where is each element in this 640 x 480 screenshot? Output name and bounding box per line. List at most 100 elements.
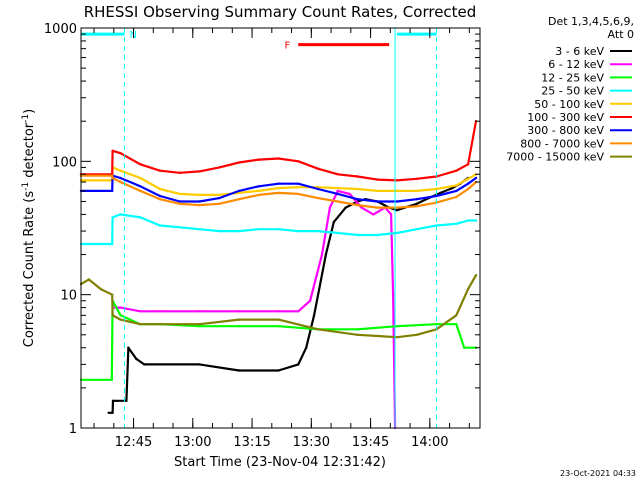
series-2-point-11 [395,325,399,328]
series-8-point-2 [99,287,103,291]
series-0-point-2 [111,399,115,402]
series-2-point-7 [237,325,241,328]
series-0-point-11 [297,363,300,366]
series-5-point-20 [455,169,458,172]
series-5-point-3 [119,152,122,155]
series-2-point-6 [198,325,201,328]
y-axis-label-sup2: -1 [21,114,31,123]
series-0-point-10 [277,369,280,372]
y-tick-label-1: 10 [60,289,77,304]
series-1-point-4 [198,310,201,313]
series-0-point-6 [143,363,146,366]
series-8-point-7 [158,323,162,326]
series-7-point-11 [277,191,280,195]
x-axis-label: Start Time (23-Nov-04 12:31:42) [174,455,386,470]
series-6-point-16 [376,200,379,203]
legend-label-1: 6 - 12 keV [548,58,604,71]
series-2-point-12 [435,323,438,326]
x-tick-label-3: 13:30 [293,435,330,450]
series-1-point-5 [237,310,241,313]
series-7-point-10 [257,193,260,197]
series-5-point-8 [218,166,221,169]
series-6-point-6 [178,200,181,203]
series-3-point-21 [466,219,470,222]
series-7-point-13 [316,196,320,200]
series-1-point-7 [297,310,300,313]
y-tick-label-3: 1000 [44,22,77,37]
legend-label-4: 50 - 100 keV [534,98,604,111]
series-4-point-12 [297,186,300,189]
series-5-point-11 [277,157,280,160]
series-4-point-8 [218,193,221,197]
series-7-point-3 [119,180,122,184]
series-5-point-18 [415,177,418,180]
y-axis-label: Corrected Count Rate (s-1 detector-1) [21,109,37,347]
series-7-point-12 [297,192,300,196]
series-6-point-5 [158,194,162,198]
series-7-point-6 [178,202,181,205]
legend-header-line2: Att 0 [608,28,634,41]
series-4-point-6 [178,192,181,196]
series-0-point-14 [324,253,328,256]
series-5-point-16 [376,178,379,181]
series-5-point-10 [257,158,260,161]
series-5-point-6 [178,171,181,174]
series-1-point-17 [391,293,395,296]
series-7-point-21 [466,187,470,191]
series-7-point-20 [455,195,458,199]
series-7-point-15 [356,203,359,207]
series-0-point-4 [127,346,130,349]
series-3-point-7 [198,228,201,231]
series-7-point-5 [158,198,162,201]
series-6-point-14 [336,192,339,196]
x-tick-label-0: 12:45 [115,435,152,450]
series-4-point-14 [336,186,339,190]
x-tick-label-5: 14:00 [411,435,448,450]
series-4-point-3 [119,169,122,172]
series-7-point-14 [336,200,339,203]
series-6-point-18 [415,198,418,201]
series-3-point-12 [297,229,300,233]
series-3-point-2 [111,216,114,219]
legend-label-3: 25 - 50 keV [541,85,604,98]
series-7-point-1 [111,174,114,177]
series-8-point-18 [474,274,478,277]
series-4-point-9 [237,191,241,195]
series-4-point-21 [466,177,470,180]
series-3-point-8 [218,229,221,233]
series-8-point-1 [87,278,91,281]
series-0-point-5 [135,357,138,361]
series-6-point-7 [198,200,201,203]
y-tick-label-0: 1 [69,422,77,437]
legend-label-0: 3 - 6 keV [555,45,604,58]
x-tick-label-2: 13:15 [233,435,270,450]
plot-frame [80,27,481,429]
series-0-point-21 [395,209,399,212]
series-6-point-22 [474,176,478,180]
series-1-point-9 [320,253,324,256]
series-0-point-0 [107,411,110,414]
series-0-point-12 [305,346,308,349]
chart-title: RHESSI Observing Summary Count Rates, Co… [84,3,477,21]
legend-label-5: 100 - 300 keV [527,111,604,124]
series-4-point-7 [198,193,201,197]
series-3-point-1 [111,242,114,246]
series-1-point-13 [360,206,363,209]
series-2-point-1 [110,378,114,381]
series-8-point-4 [111,314,114,317]
y-tick-label-2: 100 [52,155,77,170]
series-4-point-17 [395,189,399,193]
x-tick-label-4: 13:45 [352,435,389,450]
series-6-point-10 [257,185,260,188]
series-5-point-4 [139,163,142,166]
series-4-point-16 [376,189,379,193]
series-7-point-8 [218,202,221,205]
series-3-point-10 [257,228,260,231]
series-0-point-7 [158,363,162,366]
series-3-point-3 [119,213,122,216]
series-7-point-16 [376,206,379,209]
series-8-point-6 [139,323,142,326]
